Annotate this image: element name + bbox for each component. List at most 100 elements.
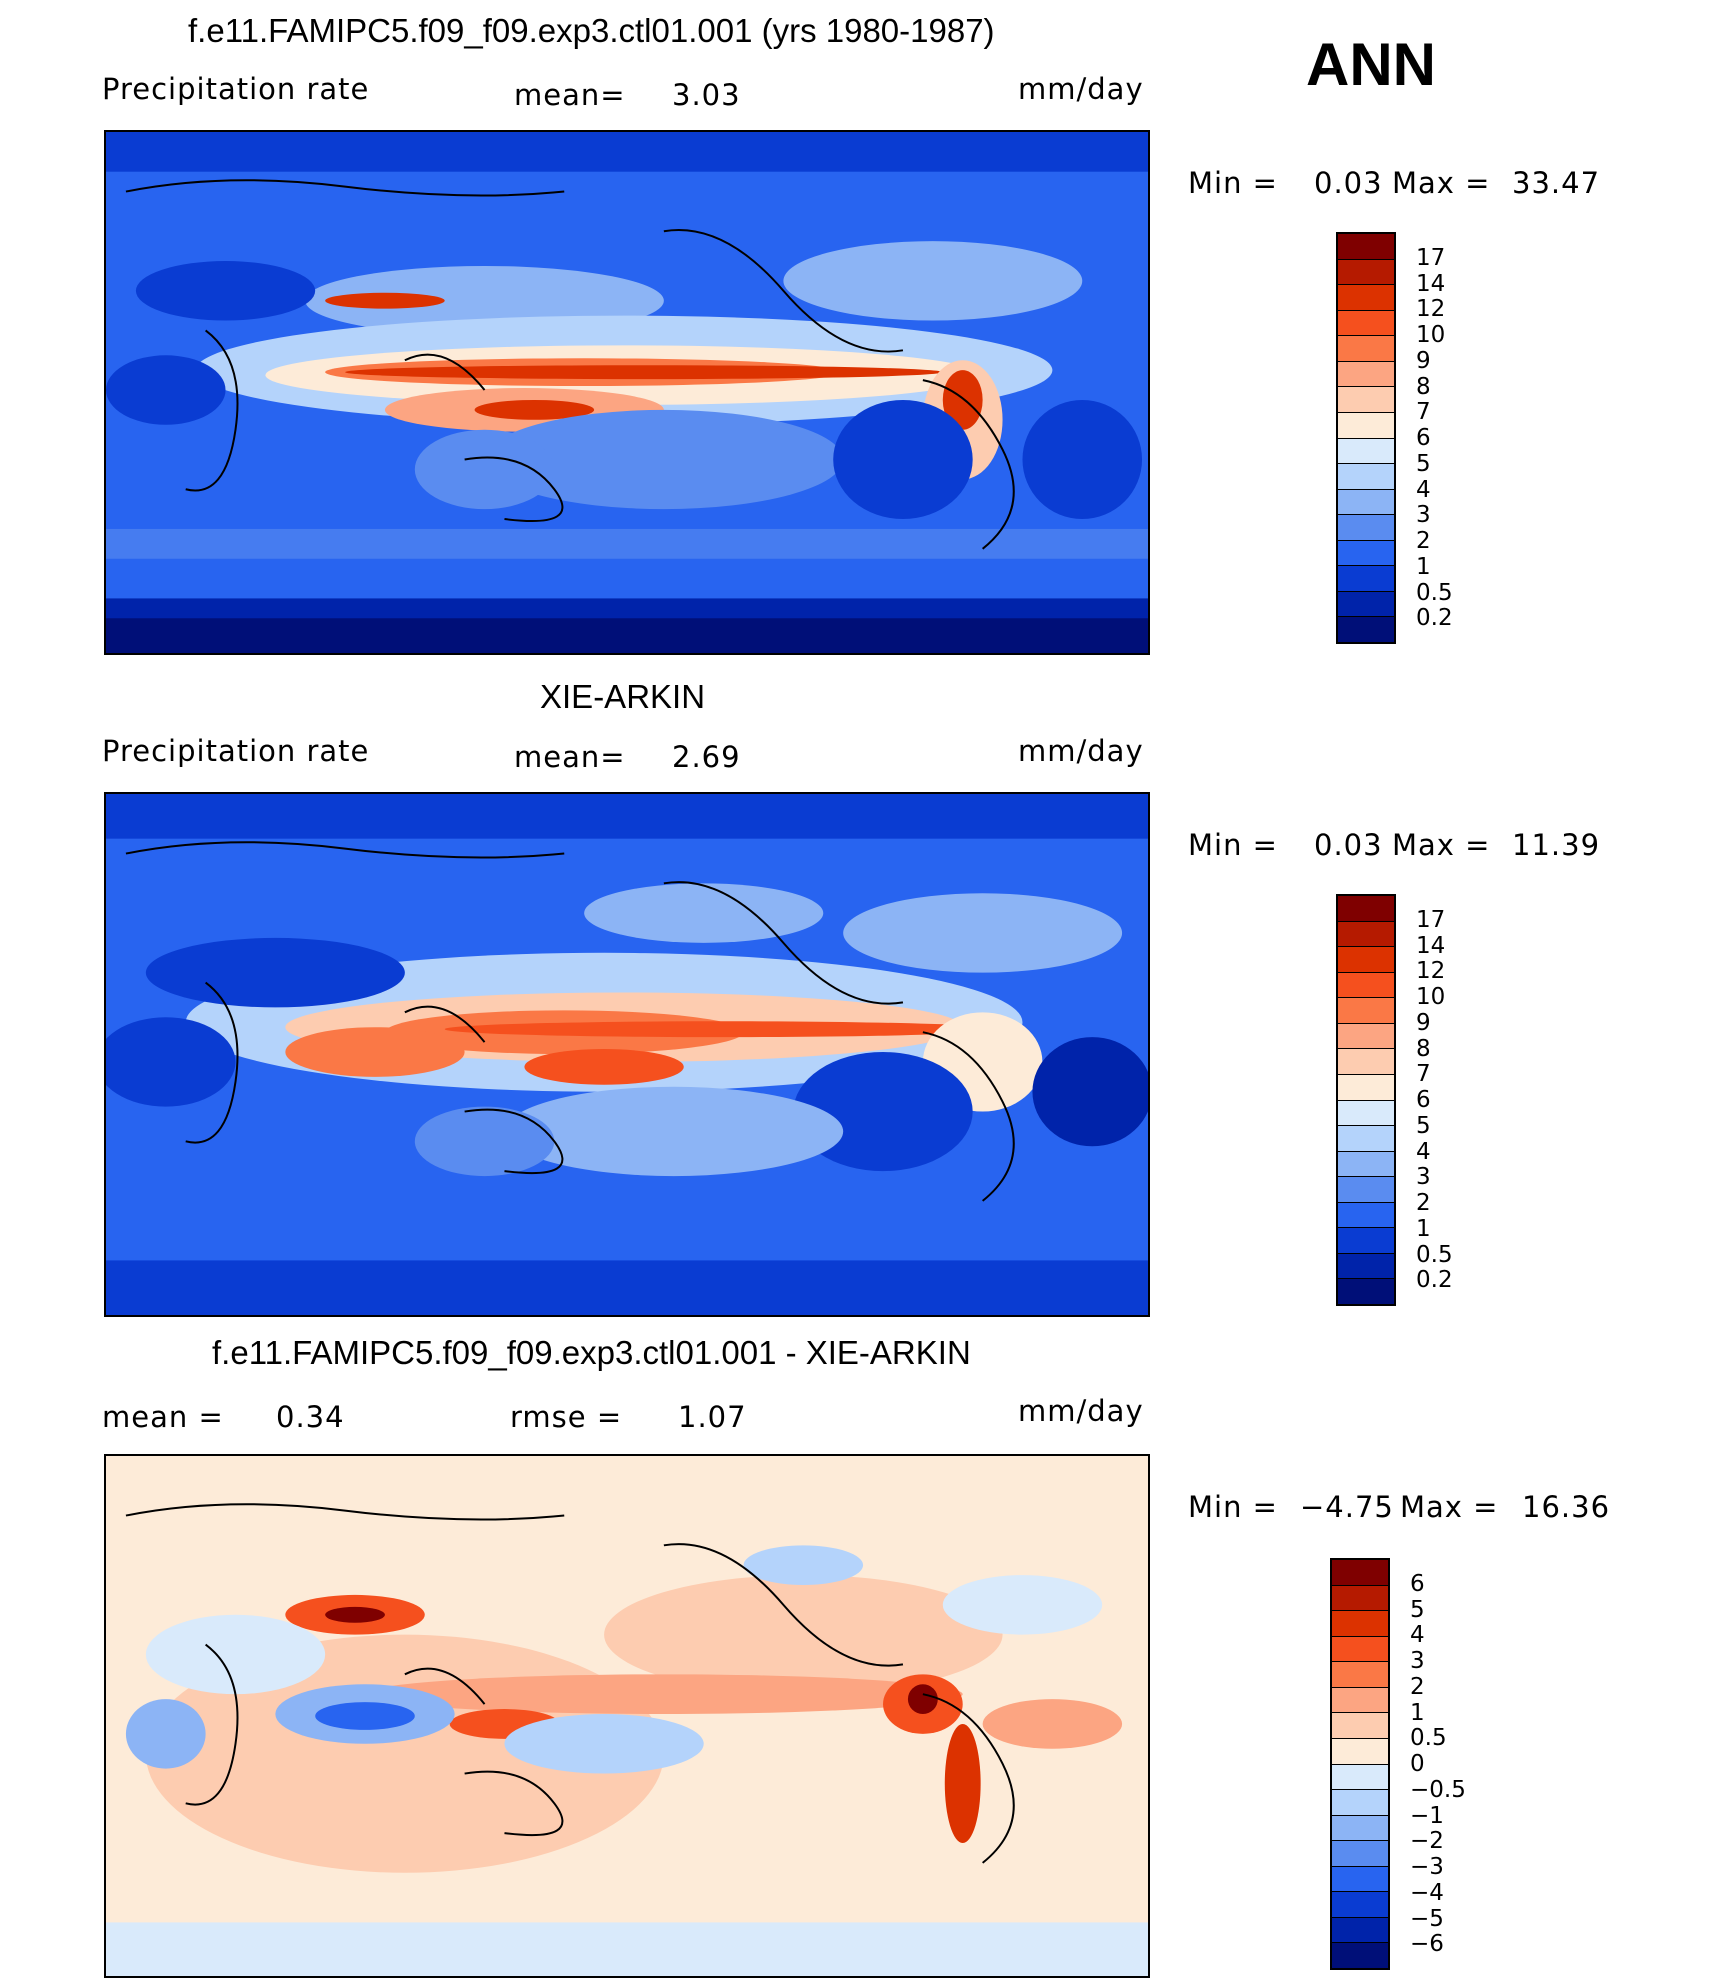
panel-1-map-svg xyxy=(106,132,1148,653)
colorbar-swatch xyxy=(1338,310,1394,337)
panel-2-max-value: 11.39 xyxy=(1512,828,1601,862)
colorbar-tick-label: 7 xyxy=(1416,1061,1431,1088)
colorbar-tick-label: 0.5 xyxy=(1416,579,1453,606)
colorbar-swatch xyxy=(1338,1279,1394,1304)
panel-3-mean-value: 0.34 xyxy=(276,1400,345,1434)
colorbar-tick-label: 2 xyxy=(1410,1673,1425,1700)
colorbar-swatch xyxy=(1332,1841,1388,1867)
colorbar-swatch xyxy=(1332,1611,1388,1637)
colorbar-swatch xyxy=(1332,1560,1388,1586)
colorbar-tick-label: −3 xyxy=(1410,1854,1444,1880)
colorbar-tick-label: 14 xyxy=(1416,270,1446,297)
colorbar-tick-label: −2 xyxy=(1410,1828,1444,1855)
panel-3-max-value: 16.36 xyxy=(1522,1490,1611,1524)
panel-3-difference-map xyxy=(104,1454,1150,1978)
colorbar-swatch xyxy=(1338,412,1394,439)
colorbar-swatch xyxy=(1338,515,1394,541)
colorbar-tick-label: 6 xyxy=(1416,425,1431,451)
panel-1-mean-value: 3.03 xyxy=(672,78,741,112)
colorbar-swatch xyxy=(1338,1228,1394,1254)
colorbar-tick-label: 3 xyxy=(1416,1164,1431,1191)
colorbar-swatch xyxy=(1338,1074,1394,1101)
colorbar-swatch xyxy=(1338,489,1394,516)
colorbar-tick-label: 6 xyxy=(1410,1570,1425,1597)
colorbar-swatch xyxy=(1338,1100,1394,1127)
colorbar-tick-label: 14 xyxy=(1416,932,1446,959)
colorbar-swatch xyxy=(1332,1866,1388,1893)
colorbar-tick-label: 12 xyxy=(1416,296,1446,323)
colorbar-tick-label: 3 xyxy=(1410,1648,1425,1674)
panel-1-min-value: 0.03 xyxy=(1314,166,1383,200)
panel-2-precip-map xyxy=(104,792,1150,1317)
panel-2-mean-value: 2.69 xyxy=(672,740,741,774)
panel-2-units: mm/day xyxy=(1018,734,1144,768)
panel-1-title: f.e11.FAMIPC5.f09_f09.exp3.ctl01.001 (yr… xyxy=(188,12,995,49)
colorbar-swatch xyxy=(1338,947,1394,973)
colorbar-swatch xyxy=(1338,1126,1394,1152)
panel-1-max-label: Max = xyxy=(1392,166,1491,200)
colorbar-tick-label: 0.5 xyxy=(1410,1725,1447,1752)
colorbar-swatch xyxy=(1338,285,1394,311)
panel-1-variable-label: Precipitation rate xyxy=(102,72,370,106)
panel-2-colorbar xyxy=(1336,894,1396,1306)
panel-1-max-value: 33.47 xyxy=(1512,166,1601,200)
colorbar-swatch xyxy=(1332,1764,1388,1791)
panel-3-max-label: Max = xyxy=(1400,1490,1499,1524)
colorbar-tick-label: 2 xyxy=(1416,528,1431,554)
colorbar-swatch xyxy=(1332,1892,1388,1918)
panel-1-colorbar-ticks: 17 14 12 10 9 8 7 6 5 4 3 2 1 0.5 0.2 xyxy=(1416,232,1476,644)
colorbar-tick-label: −4 xyxy=(1410,1879,1444,1906)
panel-1-mean-label: mean= xyxy=(514,78,626,112)
colorbar-swatch xyxy=(1338,540,1394,567)
colorbar-swatch xyxy=(1338,617,1394,642)
season-label: ANN xyxy=(1306,31,1436,98)
panel-3-mean-label: mean = xyxy=(102,1400,224,1434)
panel-3-colorbar xyxy=(1330,1558,1390,1970)
colorbar-tick-label: 17 xyxy=(1416,906,1446,933)
colorbar-swatch xyxy=(1332,1790,1388,1816)
colorbar-tick-label: 8 xyxy=(1416,373,1431,400)
panel-2-variable-label: Precipitation rate xyxy=(102,734,370,768)
colorbar-tick-label: 7 xyxy=(1416,399,1431,426)
colorbar-tick-label: 4 xyxy=(1410,1622,1425,1649)
colorbar-swatch xyxy=(1338,591,1394,618)
colorbar-swatch xyxy=(1332,1662,1388,1688)
panel-1-min-label: Min = xyxy=(1188,166,1278,200)
panel-3-rmse-label: rmse = xyxy=(510,1400,623,1434)
colorbar-swatch xyxy=(1338,234,1394,260)
panel-1-colorbar xyxy=(1336,232,1396,644)
panel-2-colorbar-ticks: 17 14 12 10 9 8 7 6 5 4 3 2 1 0.5 0.2 xyxy=(1416,894,1476,1306)
panel-3-units: mm/day xyxy=(1018,1394,1144,1428)
colorbar-tick-label: 12 xyxy=(1416,958,1446,985)
colorbar-swatch xyxy=(1338,259,1394,286)
colorbar-swatch xyxy=(1338,1253,1394,1280)
panel-3-colorbar-ticks: 6 5 4 3 2 1 0.5 0 −0.5 −1 −2 −3 −4 −5 −6 xyxy=(1410,1558,1480,1970)
colorbar-swatch xyxy=(1338,1177,1394,1203)
colorbar-swatch xyxy=(1338,972,1394,999)
colorbar-swatch xyxy=(1338,1049,1394,1075)
panel-3-rmse-value: 1.07 xyxy=(678,1400,747,1434)
panel-1-units: mm/day xyxy=(1018,72,1144,106)
colorbar-tick-label: 5 xyxy=(1410,1596,1425,1623)
panel-2-min-label: Min = xyxy=(1188,828,1278,862)
panel-3-min-value: −4.75 xyxy=(1300,1490,1394,1524)
colorbar-swatch xyxy=(1338,921,1394,948)
colorbar-tick-label: −5 xyxy=(1410,1905,1444,1932)
colorbar-tick-label: 4 xyxy=(1416,1138,1431,1165)
colorbar-tick-label: 2 xyxy=(1416,1190,1431,1216)
colorbar-swatch xyxy=(1338,1023,1394,1050)
panel-3-title: f.e11.FAMIPC5.f09_f09.exp3.ctl01.001 - X… xyxy=(212,1334,971,1371)
colorbar-tick-label: 10 xyxy=(1416,984,1446,1010)
colorbar-swatch xyxy=(1332,1943,1388,1968)
colorbar-swatch xyxy=(1338,336,1394,362)
colorbar-swatch xyxy=(1332,1585,1388,1612)
colorbar-swatch xyxy=(1332,1713,1388,1739)
colorbar-tick-label: 0.2 xyxy=(1416,1267,1453,1294)
colorbar-tick-label: −6 xyxy=(1410,1931,1444,1958)
panel-2-max-label: Max = xyxy=(1392,828,1491,862)
colorbar-tick-label: 1 xyxy=(1416,553,1431,580)
colorbar-tick-label: 1 xyxy=(1416,1215,1431,1242)
colorbar-swatch xyxy=(1332,1917,1388,1944)
colorbar-swatch xyxy=(1338,566,1394,592)
colorbar-tick-label: 5 xyxy=(1416,1112,1431,1139)
